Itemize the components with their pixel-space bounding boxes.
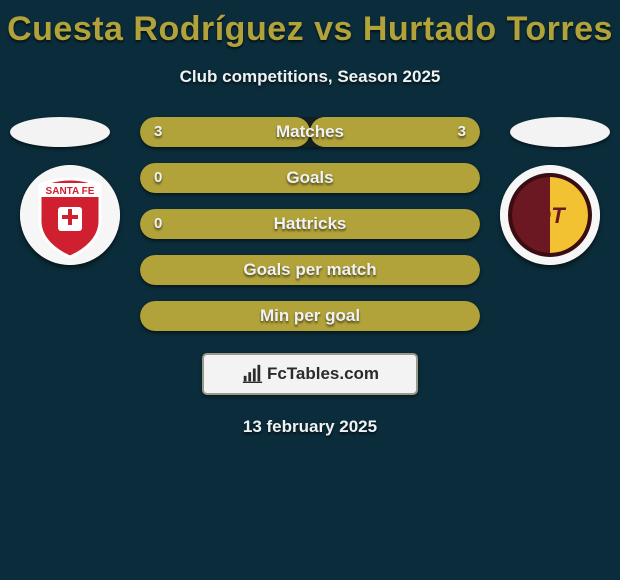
- stat-row: Hattricks0: [140, 209, 480, 239]
- player-ellipse-left: [10, 117, 110, 147]
- stat-value-right: 3: [444, 117, 480, 147]
- comparison-stage: SANTA FE DT Matches33Goals0Hattricks0Goa…: [0, 117, 620, 331]
- tolima-crest-icon: DT: [500, 165, 600, 265]
- comparison-date: 13 february 2025: [0, 417, 620, 437]
- stat-row: Min per goal: [140, 301, 480, 331]
- stat-bars: Matches33Goals0Hattricks0Goals per match…: [140, 117, 480, 331]
- stat-value-left: 0: [140, 163, 176, 193]
- player-ellipse-right: [510, 117, 610, 147]
- stat-bar: Goals per match: [140, 255, 480, 285]
- stat-bar: Min per goal: [140, 301, 480, 331]
- crest-monogram: DT: [535, 203, 566, 228]
- stat-row: Goals0: [140, 163, 480, 193]
- page-subtitle: Club competitions, Season 2025: [0, 67, 620, 87]
- stat-bar: Matches: [140, 117, 480, 147]
- team-crest-left: SANTA FE: [20, 165, 120, 265]
- stat-row: Matches3 3: [140, 117, 480, 147]
- bar-chart-icon: [241, 363, 263, 385]
- stat-value-left: 0: [140, 209, 176, 239]
- page-title: Cuesta Rodríguez vs Hurtado Torres: [0, 0, 620, 49]
- stat-label: Min per goal: [140, 301, 480, 331]
- brand-watermark: FcTables.com: [202, 353, 418, 395]
- crest-banner-text: SANTA FE: [46, 186, 95, 197]
- stat-value-left: 3: [140, 117, 176, 147]
- stat-bar: Goals: [140, 163, 480, 193]
- brand-text: FcTables.com: [267, 364, 379, 384]
- stat-bar: Hattricks: [140, 209, 480, 239]
- stat-label: Goals per match: [140, 255, 480, 285]
- stat-label: Goals: [140, 163, 480, 193]
- team-crest-right: DT: [500, 165, 600, 265]
- stat-label: Matches: [140, 117, 480, 147]
- santa-fe-crest-icon: SANTA FE: [20, 165, 120, 265]
- stat-row: Goals per match: [140, 255, 480, 285]
- stat-label: Hattricks: [140, 209, 480, 239]
